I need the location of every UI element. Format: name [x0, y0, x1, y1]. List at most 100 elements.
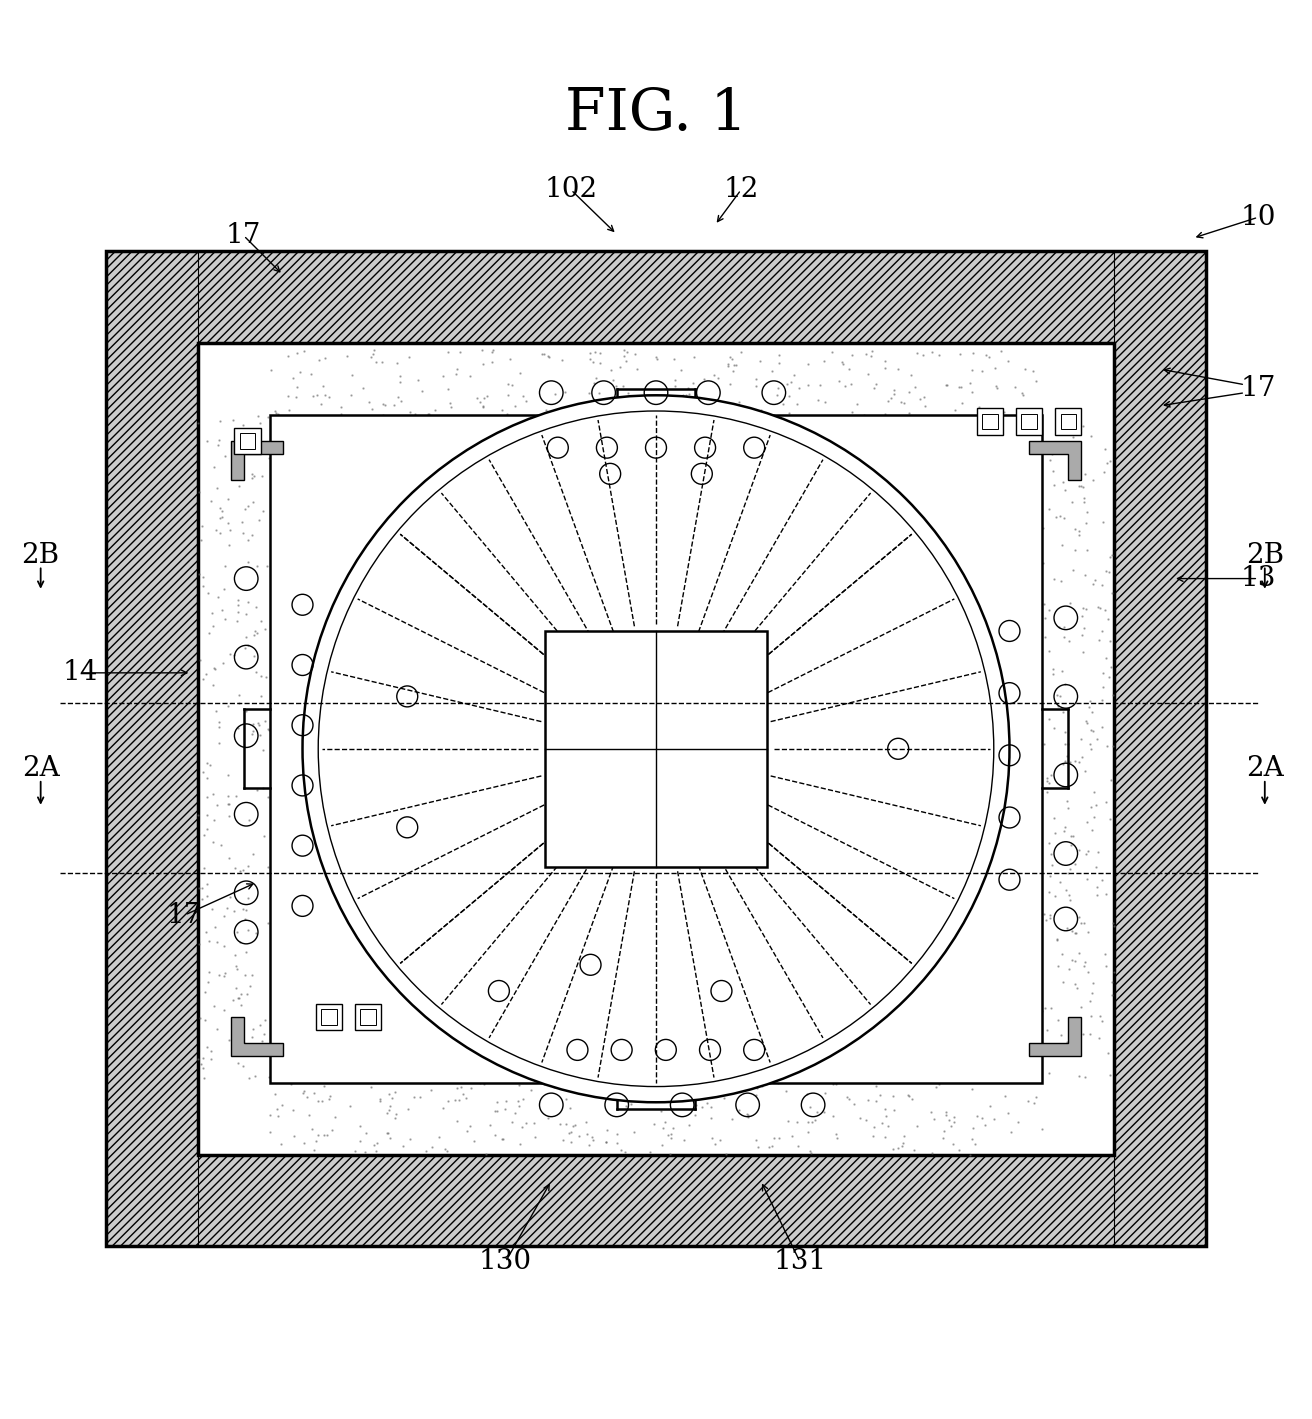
Point — [537, 1107, 558, 1130]
Point — [533, 343, 554, 366]
Point — [206, 931, 227, 954]
Point — [606, 1122, 627, 1145]
Point — [363, 1134, 384, 1156]
Point — [475, 1144, 496, 1166]
Point — [197, 751, 218, 773]
Point — [827, 1127, 848, 1149]
Point — [893, 1124, 914, 1147]
Point — [975, 343, 996, 366]
Point — [308, 349, 329, 372]
Point — [302, 1118, 323, 1141]
Point — [1078, 840, 1099, 863]
Point — [846, 393, 867, 416]
Point — [256, 555, 277, 578]
Point — [195, 663, 216, 685]
Point — [216, 897, 237, 920]
Point — [937, 375, 958, 397]
Point — [914, 394, 935, 417]
Point — [304, 1139, 325, 1162]
Point — [300, 362, 321, 385]
Point — [836, 1086, 857, 1108]
Point — [901, 1087, 922, 1110]
Point — [237, 495, 258, 518]
Point — [579, 382, 600, 404]
Point — [482, 341, 502, 363]
Point — [1038, 708, 1059, 731]
Point — [472, 353, 493, 376]
Point — [399, 400, 420, 423]
Point — [1081, 1005, 1102, 1027]
Point — [231, 433, 252, 455]
Text: 13: 13 — [1241, 565, 1277, 592]
Point — [904, 1138, 925, 1161]
Point — [1040, 448, 1061, 471]
Point — [230, 1022, 251, 1044]
Point — [907, 1115, 928, 1138]
Point — [373, 404, 394, 427]
Point — [243, 1017, 264, 1040]
Point — [621, 1093, 642, 1115]
Point — [997, 350, 1018, 373]
Point — [597, 1118, 618, 1141]
Point — [539, 346, 560, 369]
Point — [684, 372, 705, 394]
Point — [1005, 376, 1026, 399]
Point — [219, 643, 240, 666]
Point — [819, 406, 840, 429]
Point — [1075, 912, 1096, 935]
Point — [897, 1084, 918, 1107]
Point — [1081, 819, 1102, 841]
Point — [501, 373, 522, 396]
Point — [248, 714, 269, 736]
Point — [1057, 796, 1078, 819]
Point — [228, 691, 249, 714]
Point — [189, 562, 210, 585]
Point — [933, 407, 954, 430]
Point — [682, 1073, 703, 1095]
Point — [1073, 1023, 1094, 1046]
Point — [832, 350, 853, 373]
Point — [656, 399, 677, 421]
Point — [878, 390, 899, 413]
Point — [1040, 763, 1061, 786]
Point — [871, 1112, 892, 1135]
Point — [921, 1141, 942, 1164]
Bar — [270, 414, 1042, 1083]
Point — [189, 481, 210, 504]
Point — [980, 1094, 1001, 1117]
Point — [336, 345, 357, 368]
Point — [227, 717, 248, 739]
Point — [192, 877, 213, 900]
Point — [192, 667, 213, 690]
Text: 2A: 2A — [22, 755, 59, 782]
Point — [1080, 690, 1101, 712]
Point — [547, 399, 568, 421]
Point — [1081, 701, 1102, 724]
Point — [804, 1108, 825, 1131]
Point — [997, 1103, 1018, 1125]
Point — [909, 387, 930, 410]
Point — [231, 983, 252, 1006]
Point — [245, 921, 266, 944]
Point — [201, 490, 222, 512]
Point — [307, 383, 328, 406]
Point — [935, 1100, 956, 1122]
Point — [358, 390, 379, 413]
Point — [290, 360, 311, 383]
Point — [311, 1090, 332, 1112]
Point — [646, 346, 666, 369]
Point — [209, 497, 230, 519]
Point — [1089, 1027, 1110, 1050]
Point — [1047, 955, 1068, 978]
Point — [785, 363, 806, 386]
Point — [560, 1131, 581, 1154]
Text: 131: 131 — [774, 1249, 827, 1276]
Point — [283, 1125, 304, 1148]
Point — [377, 1101, 398, 1124]
Point — [1052, 701, 1073, 724]
Point — [583, 350, 604, 373]
Point — [1075, 563, 1096, 586]
Point — [1036, 1019, 1057, 1042]
Point — [579, 1134, 600, 1156]
Point — [1056, 917, 1077, 939]
